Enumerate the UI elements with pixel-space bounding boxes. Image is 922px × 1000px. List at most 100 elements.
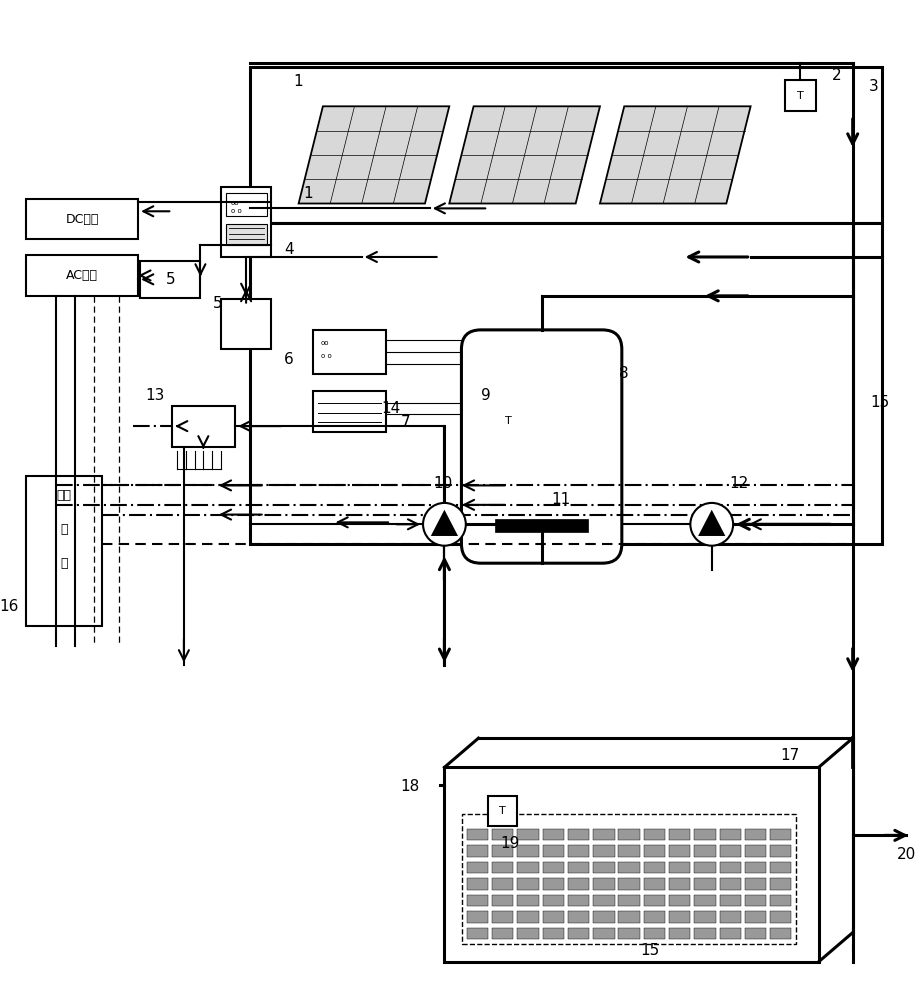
Bar (745, 829, 766, 840)
Bar (619, 895, 640, 906)
Bar (785, 80, 816, 111)
Text: o o: o o (321, 353, 332, 359)
Bar (770, 845, 791, 857)
Bar (719, 911, 741, 923)
Text: 15: 15 (641, 943, 660, 958)
Bar (568, 829, 589, 840)
Bar (543, 895, 564, 906)
Bar (770, 878, 791, 890)
Bar (492, 406, 524, 437)
Bar (593, 845, 615, 857)
Bar (669, 829, 691, 840)
Bar (467, 911, 488, 923)
Circle shape (423, 503, 466, 546)
Bar (745, 845, 766, 857)
Bar (593, 911, 615, 923)
Bar (719, 878, 741, 890)
Bar (669, 878, 691, 890)
Text: 13: 13 (145, 388, 164, 403)
Text: 14: 14 (382, 401, 400, 416)
Bar (226, 193, 266, 216)
Bar (462, 814, 797, 944)
Bar (669, 845, 691, 857)
Bar (619, 911, 640, 923)
Bar (543, 911, 564, 923)
Bar (492, 911, 514, 923)
Bar (770, 862, 791, 873)
Bar (593, 829, 615, 840)
Text: oo: oo (321, 340, 329, 346)
Bar (492, 895, 514, 906)
Bar (467, 829, 488, 840)
Bar (770, 928, 791, 939)
Bar (492, 845, 514, 857)
Bar (719, 845, 741, 857)
Text: 5: 5 (213, 296, 223, 311)
Bar (694, 862, 715, 873)
Bar (719, 928, 741, 939)
Bar (619, 862, 640, 873)
Bar (745, 862, 766, 873)
Text: 备用: 备用 (57, 489, 72, 502)
Bar (467, 928, 488, 939)
Bar (27, 199, 138, 239)
Bar (444, 767, 819, 962)
Text: 9: 9 (481, 388, 491, 403)
Bar (313, 330, 386, 374)
Bar (694, 845, 715, 857)
Bar (745, 911, 766, 923)
Bar (488, 796, 517, 826)
Bar (27, 476, 102, 626)
Bar (250, 223, 881, 544)
Bar (669, 895, 691, 906)
Text: 16: 16 (0, 599, 18, 614)
Bar (517, 862, 538, 873)
Bar (669, 911, 691, 923)
Bar (593, 895, 615, 906)
Bar (770, 895, 791, 906)
Bar (619, 928, 640, 939)
Bar (226, 224, 266, 245)
FancyBboxPatch shape (461, 330, 621, 563)
Text: oo: oo (230, 200, 239, 206)
Text: 12: 12 (729, 476, 749, 491)
Polygon shape (431, 510, 458, 536)
Bar (694, 829, 715, 840)
Bar (644, 895, 665, 906)
Bar (543, 928, 564, 939)
Bar (593, 878, 615, 890)
Bar (669, 862, 691, 873)
Text: 8: 8 (620, 366, 629, 381)
Text: o o: o o (230, 208, 242, 214)
Bar (467, 862, 488, 873)
Polygon shape (600, 106, 751, 204)
Bar (568, 845, 589, 857)
Text: 11: 11 (551, 492, 571, 507)
Bar (669, 928, 691, 939)
Bar (492, 928, 514, 939)
Bar (140, 261, 200, 298)
Bar (221, 299, 271, 349)
Text: 1: 1 (303, 186, 313, 201)
Text: 20: 20 (896, 847, 916, 862)
Polygon shape (299, 106, 449, 204)
Bar (593, 862, 615, 873)
Bar (619, 829, 640, 840)
Text: 6: 6 (284, 352, 294, 367)
Text: 5: 5 (165, 272, 175, 287)
Bar (492, 829, 514, 840)
Bar (719, 895, 741, 906)
Bar (694, 895, 715, 906)
Bar (619, 878, 640, 890)
Text: 18: 18 (401, 779, 420, 794)
Bar (172, 406, 235, 447)
Bar (644, 862, 665, 873)
Bar (313, 391, 386, 432)
Bar (467, 845, 488, 857)
Bar (467, 895, 488, 906)
Text: AC负载: AC负载 (66, 269, 99, 282)
Bar (492, 878, 514, 890)
Text: T: T (797, 91, 804, 101)
Bar (770, 829, 791, 840)
Text: 7: 7 (401, 415, 410, 430)
